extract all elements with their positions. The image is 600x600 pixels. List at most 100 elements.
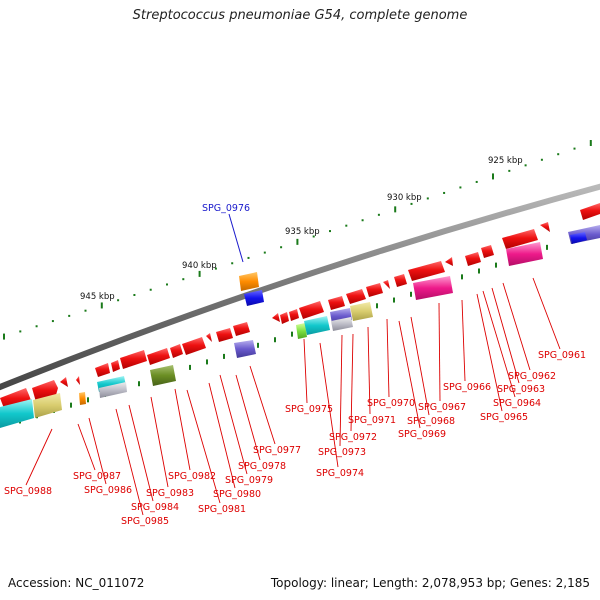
gene-arrow xyxy=(272,313,280,322)
scale-tick xyxy=(475,180,478,183)
highlight-gene-label[interactable]: SPG_0976 xyxy=(202,203,250,214)
gene-arrow xyxy=(170,344,183,358)
gene-label[interactable]: SPG_0970 xyxy=(367,398,415,409)
gene-arrow xyxy=(465,252,481,266)
scale-label-940: 940 kbp xyxy=(182,261,217,271)
gene-label[interactable]: SPG_0966 xyxy=(443,382,491,393)
gene-arrow xyxy=(481,245,494,258)
callout-line xyxy=(491,287,520,384)
map-title: Streptococcus pneumoniae G54, complete g… xyxy=(132,8,468,23)
lower-tick-track xyxy=(19,244,548,424)
gene-label[interactable]: SPG_0983 xyxy=(146,488,194,499)
gene-arrow xyxy=(182,337,206,355)
gene-arrow xyxy=(233,322,250,336)
callout-line xyxy=(128,404,154,502)
callout-line xyxy=(386,318,390,398)
scale-tick xyxy=(35,325,38,328)
gene-label[interactable]: SPG_0980 xyxy=(213,489,261,500)
scale-tick xyxy=(231,262,234,265)
callout-line xyxy=(319,342,339,468)
scale-label-935: 935 kbp xyxy=(285,227,320,237)
gene-arrow xyxy=(95,363,110,377)
callout-line xyxy=(235,374,261,461)
callout-line xyxy=(532,277,561,350)
gene-label[interactable]: SPG_0967 xyxy=(418,402,466,413)
scale-tick xyxy=(263,251,266,254)
topology-text: Topology: linear; Length: 2,078,953 bp; … xyxy=(270,576,590,590)
gene-label[interactable]: SPG_0963 xyxy=(497,384,545,395)
gene-label[interactable]: SPG_0981 xyxy=(198,504,246,515)
scale-tick xyxy=(492,173,494,180)
callout-line xyxy=(350,333,354,432)
track-tick xyxy=(257,342,259,348)
gene-label[interactable]: SPG_0964 xyxy=(493,398,541,409)
scale-tick xyxy=(247,256,250,259)
gene-label[interactable]: SPG_0979 xyxy=(225,475,273,486)
scale-tick xyxy=(51,320,54,323)
scale-tick xyxy=(459,186,462,189)
track-tick xyxy=(70,402,72,408)
callout-line xyxy=(461,299,466,382)
gene-arrow xyxy=(346,289,366,304)
gene-label[interactable]: SPG_0978 xyxy=(238,461,286,472)
gene-label[interactable]: SPG_0971 xyxy=(348,415,396,426)
track-tick xyxy=(495,262,497,268)
callout-line xyxy=(249,365,276,445)
highlight-pointer-line xyxy=(228,213,244,263)
gene-label[interactable]: SPG_0982 xyxy=(168,471,216,482)
gene-arrow xyxy=(111,360,120,372)
gene-arrow xyxy=(216,328,233,342)
gene-arrow xyxy=(60,377,68,387)
gene-label[interactable]: SPG_0965 xyxy=(480,412,528,423)
gene-arrow xyxy=(408,261,445,281)
callout-line xyxy=(25,428,53,486)
callout-line xyxy=(339,334,343,447)
callout-line xyxy=(367,326,371,415)
track-tick xyxy=(274,337,276,343)
domain-features xyxy=(0,225,600,428)
callout-line xyxy=(438,302,441,402)
gene-label[interactable]: SPG_0987 xyxy=(73,471,121,482)
gene-label[interactable]: SPG_0973 xyxy=(318,447,366,458)
gene-arrow xyxy=(366,283,383,297)
callout-line xyxy=(208,382,236,489)
gene-label[interactable]: SPG_0988 xyxy=(4,486,52,497)
scale-tick xyxy=(296,238,299,245)
gene-label[interactable]: SPG_0986 xyxy=(84,485,132,496)
gene-label[interactable]: SPG_0984 xyxy=(131,502,179,513)
track-tick xyxy=(410,291,412,297)
track-tick xyxy=(87,397,89,403)
gene-label[interactable]: SPG_0972 xyxy=(329,432,377,443)
gene-label[interactable]: SPG_0961 xyxy=(538,350,586,361)
scale-tick xyxy=(312,235,315,238)
scale-tick xyxy=(426,197,429,200)
gene-label[interactable]: SPG_0977 xyxy=(253,445,301,456)
scale-tick xyxy=(345,224,348,227)
gene-label[interactable]: SPG_0985 xyxy=(121,516,169,527)
scale-tick xyxy=(19,330,22,333)
gene-arrow xyxy=(445,257,453,266)
gene-label[interactable]: SPG_0969 xyxy=(398,429,446,440)
scale-tick xyxy=(3,333,5,340)
callout-line xyxy=(186,389,221,504)
gene-callouts: SPG_0961 SPG_0962 SPG_0963 SPG_0964 SPG_0965… xyxy=(4,277,586,527)
scale-tick xyxy=(214,267,217,270)
gene-arrow xyxy=(502,229,538,249)
callout-line xyxy=(303,338,308,404)
gene-label[interactable]: SPG_0968 xyxy=(407,416,455,427)
gene-label[interactable]: SPG_0975 xyxy=(285,404,333,415)
scale-tick xyxy=(198,270,201,277)
gene-label[interactable]: SPG_0974 xyxy=(316,468,364,479)
callout-line xyxy=(150,396,169,488)
gene-arrow xyxy=(147,348,170,365)
gene-arrow xyxy=(280,312,289,324)
scale-tick xyxy=(84,309,87,312)
callout-line xyxy=(398,320,421,429)
track-tick xyxy=(393,297,395,303)
scale-tick xyxy=(100,302,103,309)
gene-label[interactable]: SPG_0962 xyxy=(508,371,556,382)
gene-arrow xyxy=(580,203,600,220)
callout-line xyxy=(410,316,430,416)
scale-ring xyxy=(3,140,592,340)
